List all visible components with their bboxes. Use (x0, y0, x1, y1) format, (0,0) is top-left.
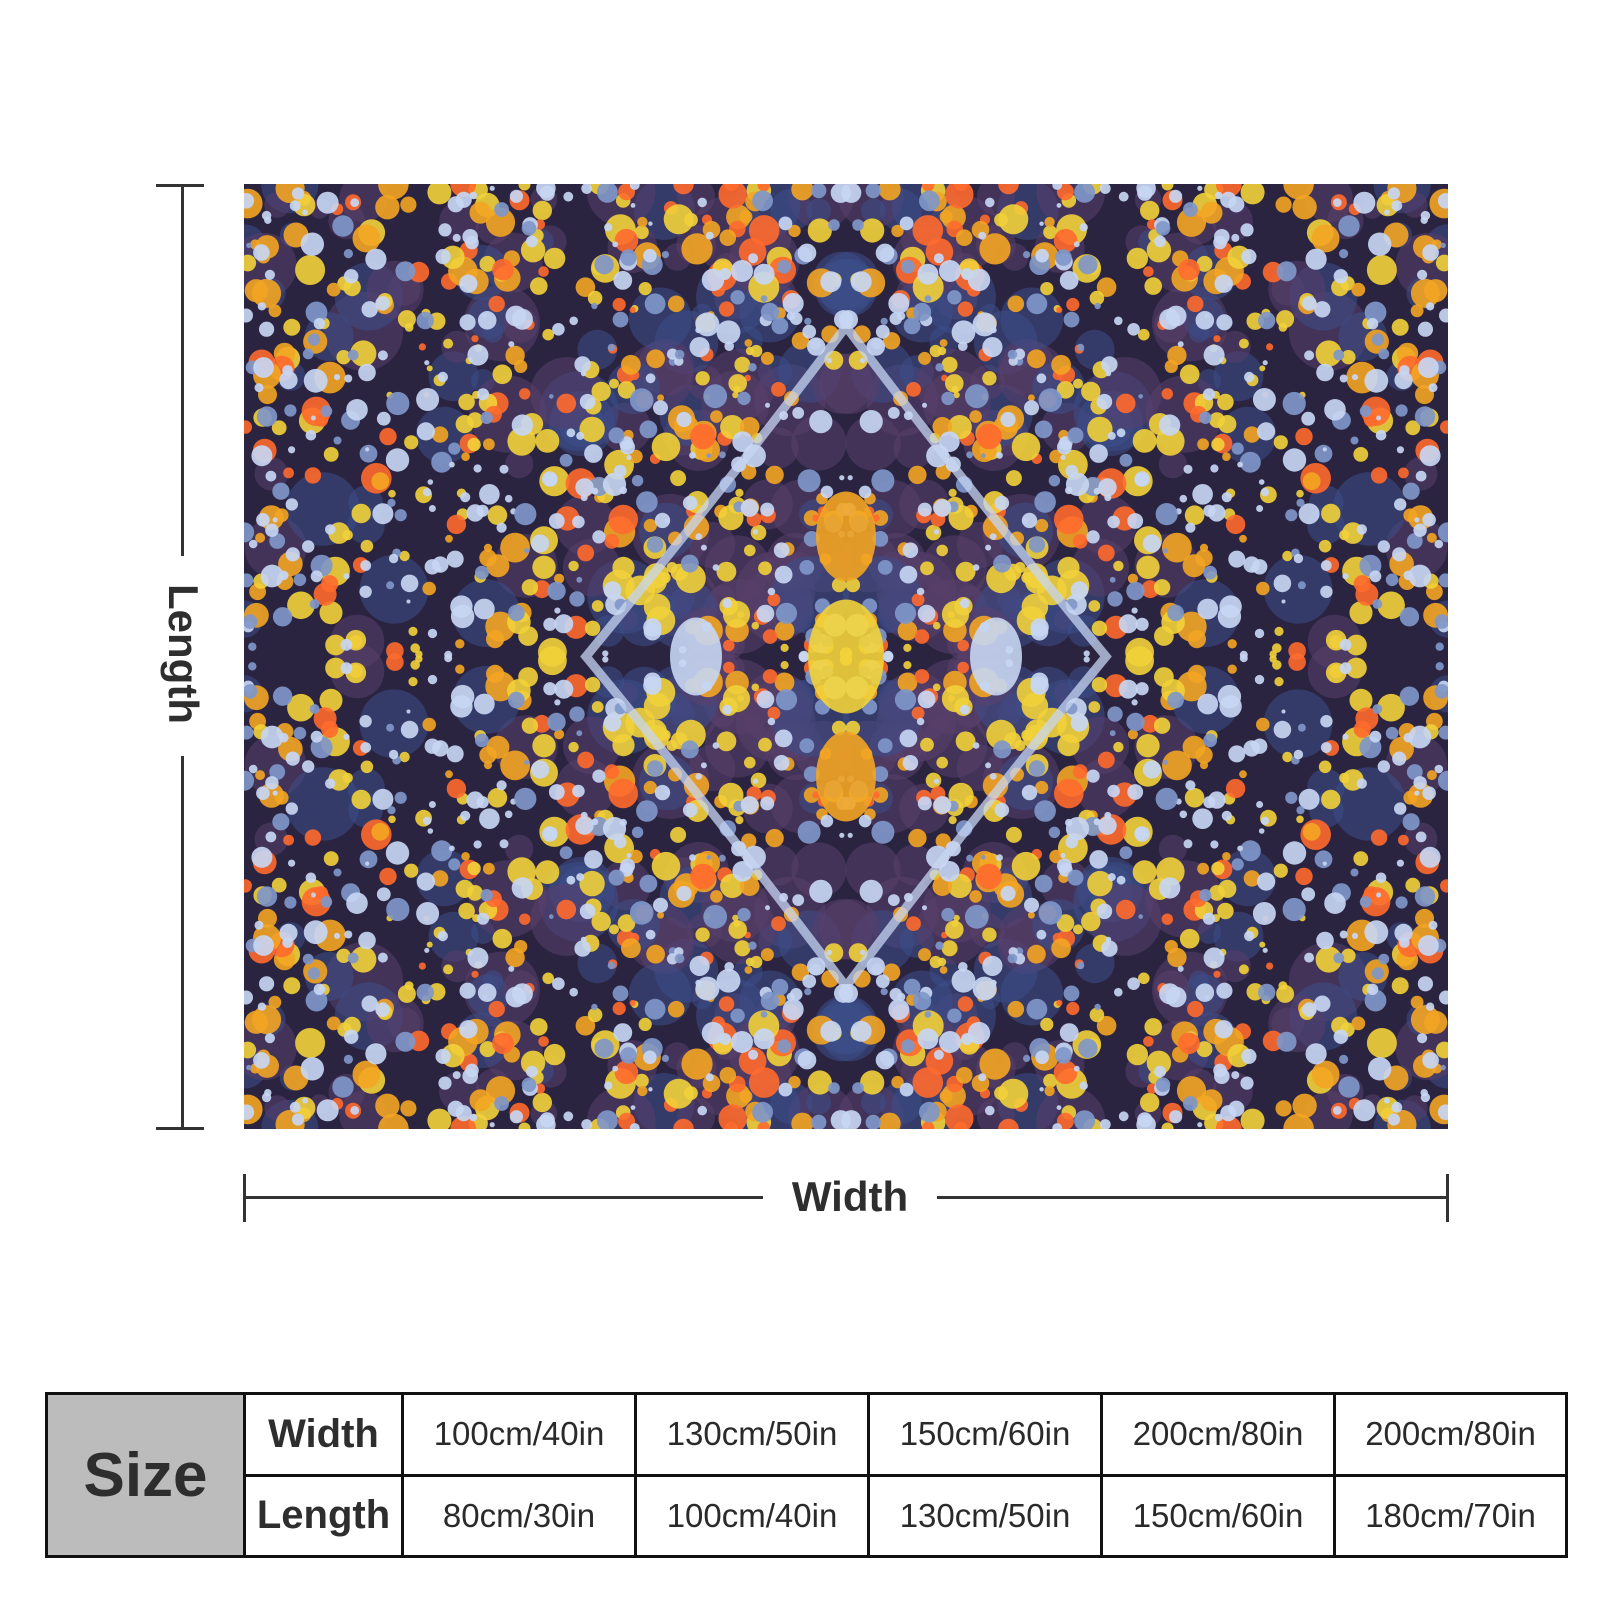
center-motif (670, 617, 722, 696)
row-label-length: Length (243, 1473, 404, 1558)
length-marker-line-lower (181, 756, 184, 1129)
width-value-cell: 200cm/80in (1100, 1392, 1336, 1477)
size-table: Size Width 100cm/40in 130cm/50in 150cm/6… (45, 1392, 1568, 1558)
row-label-width: Width (243, 1392, 404, 1477)
size-table-row-width: Size Width 100cm/40in 130cm/50in 150cm/6… (45, 1392, 1568, 1558)
width-value-cell: 200cm/80in (1333, 1392, 1568, 1477)
length-value-cell: 80cm/30in (401, 1473, 637, 1558)
width-value-cell: 130cm/50in (634, 1392, 870, 1477)
center-motif (816, 731, 876, 822)
center-motif (970, 617, 1022, 696)
width-value-cell: 150cm/60in (867, 1392, 1103, 1477)
length-value-cell: 100cm/40in (634, 1473, 870, 1558)
length-marker-top-cap (156, 184, 204, 187)
length-value-cell: 150cm/60in (1100, 1473, 1336, 1558)
size-table-row-length: Length 80cm/30in 100cm/40in 130cm/50in 1… (47, 1473, 1568, 1558)
size-header-cell: Size (45, 1392, 246, 1558)
length-value-cell: 180cm/70in (1333, 1473, 1568, 1558)
length-marker-line-upper (181, 184, 184, 556)
width-marker-right-cap (1446, 1174, 1449, 1222)
width-label: Width (791, 1173, 909, 1220)
center-motif (808, 599, 884, 714)
width-marker-line-left (244, 1196, 763, 1199)
width-marker-line-right (937, 1196, 1448, 1199)
blanket-artwork (244, 184, 1448, 1129)
length-marker-bottom-cap (156, 1127, 204, 1130)
length-value-cell: 130cm/50in (867, 1473, 1103, 1558)
diamond-vein (580, 319, 1112, 994)
center-motif (816, 491, 876, 582)
splatter-group (244, 184, 1448, 1129)
length-label: Length (160, 584, 207, 724)
kaleidoscope-pattern (244, 184, 1448, 1129)
width-value-cell: 100cm/40in (401, 1392, 637, 1477)
